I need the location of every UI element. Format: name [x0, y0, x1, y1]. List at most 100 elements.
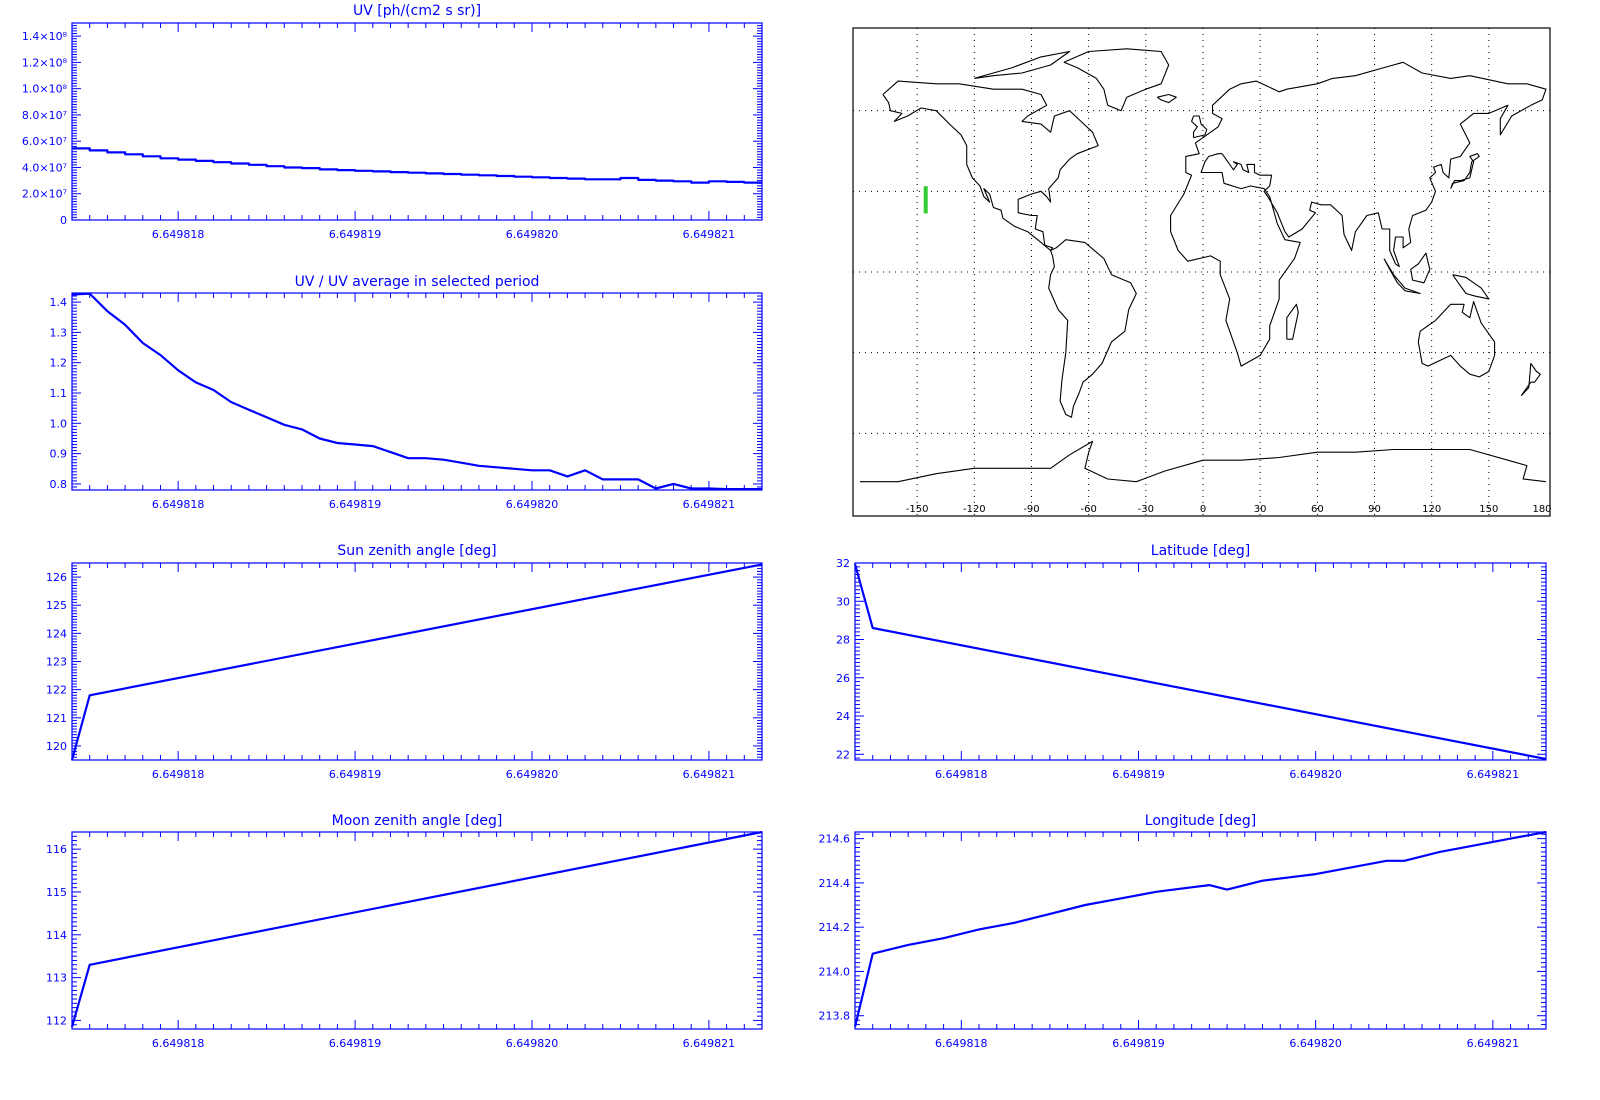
plot-frame: [71, 562, 763, 761]
coastline-new-zealand: [1520, 362, 1541, 397]
y-tick-label: 4.0×10⁷: [22, 161, 67, 174]
y-tick-label: 30: [836, 595, 850, 608]
chart-title: Latitude [deg]: [1151, 543, 1250, 559]
coastline-australia: [1417, 301, 1496, 378]
map-lon-label: 30: [1254, 504, 1267, 515]
x-tick-label: 6.649821: [1467, 1037, 1520, 1050]
y-tick-label: 113: [46, 972, 67, 985]
y-tick-label: 1.2: [50, 357, 68, 370]
x-tick-label: 6.649821: [683, 228, 736, 241]
coastline-africa-eurasia: [1170, 61, 1547, 367]
chart-title: UV / UV average in selected period: [295, 274, 540, 290]
map-lon-label: -90: [1023, 504, 1039, 515]
x-tick-label: 6.649818: [935, 768, 988, 781]
chart-uv: UV [ph/(cm2 s sr)] 6.649818 6.649819 6.6498…: [22, 3, 763, 241]
y-tick-label: 213.8: [819, 1010, 851, 1023]
chart-uv_ratio: UV / UV average in selected period 6.6498…: [50, 274, 763, 511]
coastline-greenland: [1063, 48, 1170, 112]
y-tick-label: 22: [836, 748, 850, 761]
coastline-borneo: [1410, 252, 1431, 284]
x-tick-label: 6.649819: [329, 768, 382, 781]
y-tick-label: 214.4: [819, 877, 851, 890]
x-tick-label: 6.649821: [683, 498, 736, 511]
plot-frame: [71, 831, 763, 1030]
chart-title: UV [ph/(cm2 s sr)]: [353, 3, 481, 19]
plot-frame: [71, 22, 763, 221]
y-tick-label: 0.9: [50, 448, 68, 461]
coastline-sumatra-java: [1383, 258, 1421, 295]
coastline-british-isles: [1191, 115, 1208, 139]
chart-title: Longitude [deg]: [1145, 813, 1256, 829]
chart-title: Sun zenith angle [deg]: [337, 543, 496, 559]
coastline-new-guinea: [1452, 274, 1490, 300]
map-lon-label: 0: [1200, 504, 1206, 515]
series-line-lat: [853, 563, 1547, 761]
y-tick-label: 120: [46, 740, 67, 753]
y-tick-label: 1.2×10⁸: [22, 56, 68, 69]
y-tick-label: 1.1: [50, 387, 68, 400]
y-tick-label: 126: [46, 571, 67, 584]
series-line-uv: [72, 147, 762, 184]
plot-frame: [854, 562, 1547, 761]
y-tick-label: 32: [836, 557, 850, 570]
map-lon-label: 150: [1479, 504, 1498, 515]
x-tick-label: 6.649818: [152, 1037, 205, 1050]
y-tick-label: 8.0×10⁷: [22, 109, 67, 122]
y-tick-label: 6.0×10⁷: [22, 135, 67, 148]
x-tick-label: 6.649819: [1112, 1037, 1165, 1050]
y-tick-label: 123: [46, 656, 67, 669]
x-tick-label: 6.649819: [329, 228, 382, 241]
series-line-moon: [70, 830, 763, 1028]
x-tick-label: 6.649821: [1467, 768, 1520, 781]
chart-lon: Longitude [deg] 6.649818 6.649819 6.649820 6…: [819, 813, 1547, 1050]
x-tick-label: 6.649821: [683, 768, 736, 781]
y-tick-label: 214.2: [819, 921, 851, 934]
chart-sun: Sun zenith angle [deg] 6.649818 6.649819 6.…: [46, 543, 763, 781]
map-lon-label: -150: [906, 504, 929, 515]
x-tick-label: 6.649820: [506, 228, 559, 241]
chart-title: Moon zenith angle [deg]: [332, 813, 503, 829]
y-tick-label: 121: [46, 712, 67, 725]
y-tick-label: 2.0×10⁷: [22, 188, 67, 201]
coastline-madagascar: [1286, 303, 1299, 340]
series-line-uv_ratio: [71, 292, 762, 491]
map-lon-label: -30: [1138, 504, 1154, 515]
coastline-antarctica: [860, 440, 1547, 483]
x-tick-label: 6.649820: [506, 1037, 559, 1050]
map-lon-label: -120: [963, 504, 986, 515]
x-tick-label: 6.649820: [1289, 768, 1342, 781]
x-tick-label: 6.649819: [329, 498, 382, 511]
y-tick-label: 1.4: [50, 296, 68, 309]
x-tick-label: 6.649821: [683, 1037, 736, 1050]
x-tick-label: 6.649820: [506, 498, 559, 511]
plot-frame: [854, 831, 1547, 1030]
y-tick-label: 1.0: [50, 417, 68, 430]
y-tick-label: 115: [46, 886, 67, 899]
y-tick-label: 0.8: [50, 478, 68, 491]
y-tick-label: 0: [60, 214, 67, 227]
y-tick-label: 1.0×10⁸: [22, 83, 68, 96]
chart-moon: Moon zenith angle [deg] 6.649818 6.649819 6…: [46, 813, 763, 1050]
y-tick-label: 114: [46, 929, 67, 942]
coastline-south-america: [1048, 239, 1137, 418]
y-tick-label: 124: [46, 627, 67, 640]
y-tick-label: 125: [46, 599, 67, 612]
y-tick-label: 1.4×10⁸: [22, 30, 68, 43]
series-line-lon: [853, 830, 1547, 1028]
x-tick-label: 6.649819: [1112, 768, 1165, 781]
map-lon-label: 120: [1422, 504, 1441, 515]
world-map: -150 -120 -90 -60 -30 0 30 60 90 120 150 180: [852, 27, 1552, 517]
y-tick-label: 24: [836, 710, 850, 723]
x-tick-label: 6.649820: [506, 768, 559, 781]
y-tick-label: 28: [836, 634, 850, 647]
x-tick-label: 6.649818: [152, 768, 205, 781]
y-tick-label: 1.3: [50, 326, 68, 339]
y-tick-label: 214.6: [819, 833, 851, 846]
coastline-iceland: [1156, 93, 1177, 104]
map-lon-label: -60: [1080, 504, 1096, 515]
x-tick-label: 6.649818: [152, 498, 205, 511]
x-tick-label: 6.649819: [329, 1037, 382, 1050]
map-lon-label: 90: [1368, 504, 1381, 515]
y-tick-label: 122: [46, 684, 67, 697]
